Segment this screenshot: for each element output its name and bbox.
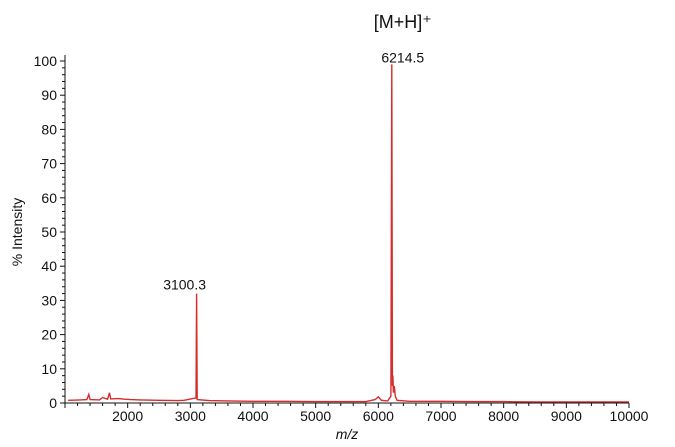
x-tick-label: 3000: [175, 408, 206, 424]
x-axis-title: m/z: [336, 426, 359, 442]
x-tick-label: 2000: [112, 408, 143, 424]
y-tick-label: 20: [41, 327, 57, 343]
peak-label-6214: 6214.5: [381, 49, 424, 65]
x-tick-label: 5000: [300, 408, 331, 424]
y-tick-label: 40: [41, 258, 57, 274]
y-tick-label: 50: [41, 224, 57, 240]
peak-label-3100: 3100.3: [163, 277, 206, 293]
x-tick-label: 10000: [610, 408, 649, 424]
y-tick-label: 100: [34, 53, 58, 69]
y-tick-label: 90: [41, 87, 57, 103]
y-tick-label: 80: [41, 121, 57, 137]
x-tick-label: 8000: [488, 408, 519, 424]
plot-area: [68, 64, 629, 403]
spectrum-line-0: [68, 64, 629, 403]
y-tick-label: 10: [41, 361, 57, 377]
axes: 0 10 20 30 40 50 60 70 80 90 100 2000 3000 4000 5000 60…: [34, 53, 649, 424]
x-tick-label: 9000: [551, 408, 582, 424]
x-tick-label: 4000: [237, 408, 268, 424]
y-tick-label: 60: [41, 190, 57, 206]
y-tick-label: 70: [41, 156, 57, 172]
x-tick-label: 7000: [425, 408, 456, 424]
x-tick-label: 6000: [363, 408, 394, 424]
y-tick-label: 0: [49, 395, 57, 411]
peak-annotations: 3100.3 6214.5 [M+H]⁺: [163, 12, 432, 293]
y-tick-label: 30: [41, 292, 57, 308]
ion-label-mh: [M+H]⁺: [374, 12, 432, 32]
y-axis-title: % Intensity: [9, 198, 25, 266]
chart-labels: m/z % Intensity: [9, 198, 358, 442]
